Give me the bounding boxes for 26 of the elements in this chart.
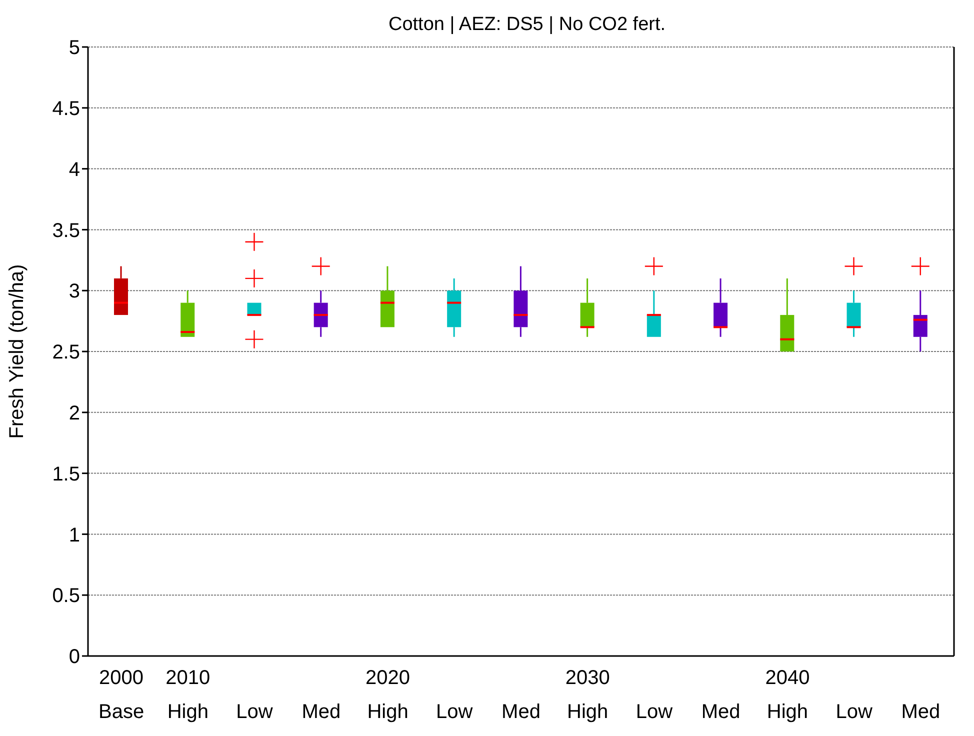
y-axis-title: Fresh Yield (ton/ha) [6, 264, 28, 439]
x-tick-label: Low [236, 701, 274, 723]
x-tick-label: 2040 High [765, 667, 810, 723]
x-tick-label: Med [901, 701, 940, 723]
x-tick-label: Med [701, 701, 740, 723]
chart-title: Cotton | AEZ: DS5 | No CO2 fert. [387, 14, 667, 36]
x-tick-label: 2020 High [366, 667, 410, 723]
x-tick-label: Low [836, 701, 873, 723]
x-tick-label: Med [302, 701, 341, 723]
y-tick-label: 1 [68, 524, 80, 546]
x-tick-label: Med [502, 701, 540, 723]
x-tick-label: 2000 Base [98, 667, 144, 723]
y-tick-label: 4 [68, 158, 80, 181]
y-tick-label: 3 [68, 280, 80, 303]
y-tick-label: 1.5 [52, 463, 80, 486]
y-tick-label: 4.5 [52, 98, 80, 120]
x-tick-label: 2010 High [166, 667, 210, 723]
x-tick-label: Low [636, 701, 674, 723]
y-tick-label: 2.5 [52, 342, 80, 364]
y-tick-label: 5 [68, 37, 80, 60]
y-tick-label: 2 [68, 402, 80, 424]
x-tick-label: 2030 High [565, 667, 610, 723]
y-tick-label: 0.5 [52, 585, 80, 608]
y-tick-label: 3.5 [52, 220, 80, 242]
y-tick-label: 0 [68, 646, 80, 668]
x-tick-label: Low [436, 701, 474, 723]
